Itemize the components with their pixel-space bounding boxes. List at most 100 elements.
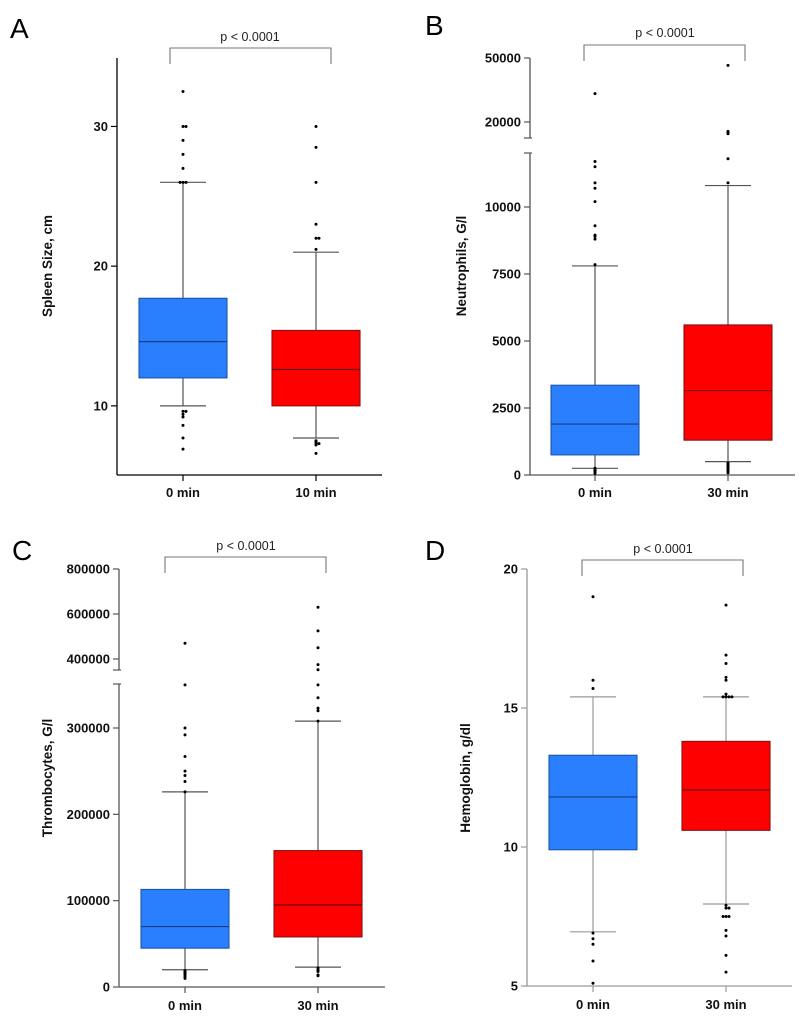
- outlier-point: [181, 138, 185, 142]
- outlier-point: [726, 157, 730, 161]
- box-10-min: [271, 329, 361, 407]
- outlier-point: [593, 263, 597, 267]
- y-tick-label: 2500: [492, 401, 521, 416]
- outlier-point: [314, 124, 318, 128]
- box-0-min: [138, 297, 228, 379]
- outlier-point: [593, 237, 597, 241]
- outlier-point: [183, 641, 187, 645]
- panel-b: B Neutrophils, G/l p < 0.0001 0 2500 5000 7…: [425, 10, 795, 500]
- significance-bracket: [581, 559, 744, 576]
- outlier-point: [314, 443, 318, 447]
- outlier-point: [181, 412, 185, 416]
- significance-bracket: [164, 556, 327, 573]
- outlier-point: [184, 180, 188, 184]
- outlier-point: [316, 605, 320, 609]
- outlier-point: [316, 668, 320, 672]
- outlier-point: [316, 696, 320, 700]
- outlier-point: [183, 780, 187, 784]
- plot-area-d: 5 10 15 20 0 min 30 min: [504, 559, 792, 1012]
- x-tick-label: 0 min: [576, 997, 610, 1012]
- y-tick-label: 10: [504, 840, 518, 855]
- plot-area-b: 0 2500 5000 7500 10000 20000 50000 0 min 30 min: [485, 44, 795, 500]
- y-tick-label: 800000: [67, 562, 110, 577]
- outlier-point: [726, 181, 730, 185]
- significance-bracket: [583, 44, 746, 61]
- outlier-point: [593, 165, 597, 169]
- x-tick-label: 10 min: [295, 485, 336, 500]
- outlier-point: [316, 663, 320, 667]
- outlier-point: [181, 436, 185, 440]
- y-tick-label: 200000: [67, 807, 110, 822]
- significance-label-d: p < 0.0001: [633, 542, 692, 556]
- panel-d: D Hemoglobin, g/dl p < 0.0001 5 10 15 20 0 m…: [425, 535, 792, 1012]
- outlier-point: [183, 726, 187, 730]
- y-tick-label: 10000: [485, 200, 521, 215]
- outlier-point: [183, 773, 187, 777]
- y-tick-label: 600000: [67, 607, 110, 622]
- box-30-min: [273, 850, 363, 938]
- outlier-point: [724, 928, 728, 932]
- y-tick-label: 0: [103, 980, 110, 995]
- outlier-point: [316, 629, 320, 633]
- y-tick-label: 5: [511, 979, 518, 994]
- outlier-point: [314, 145, 318, 149]
- outlier-point: [724, 692, 728, 696]
- y-tick-label: 20000: [485, 115, 521, 130]
- outlier-point: [724, 970, 728, 974]
- significance-label-a: p < 0.0001: [220, 30, 279, 44]
- outlier-point: [724, 678, 728, 682]
- y-tick-label: 20: [94, 259, 108, 274]
- y-axis-title-b: Neutrophils, G/l: [454, 216, 469, 317]
- outlier-point: [314, 236, 318, 240]
- plot-area-a: 10 20 30 0 min 10 min: [94, 47, 382, 500]
- outlier-point: [591, 687, 595, 691]
- outlier-point: [591, 981, 595, 985]
- outlier-point: [184, 409, 188, 413]
- x-tick-label: 30 min: [297, 998, 338, 1013]
- x-tick-label: 0 min: [166, 485, 200, 500]
- x-tick-label: 0 min: [168, 998, 202, 1013]
- outlier-point: [724, 662, 728, 666]
- panel-c: C Thrombocytes, G/l p < 0.0001 0 100000 20…: [12, 535, 385, 1013]
- y-tick-label: 30: [94, 119, 108, 134]
- outlier-point: [727, 906, 731, 910]
- y-tick-label: 5000: [492, 334, 521, 349]
- outlier-point: [591, 937, 595, 941]
- outlier-point: [591, 595, 595, 599]
- outlier-point: [593, 200, 597, 204]
- outlier-point: [593, 186, 597, 190]
- outlier-point: [591, 931, 595, 935]
- y-tick-label: 10: [94, 398, 108, 413]
- outlier-point: [181, 447, 185, 451]
- outlier-point: [183, 754, 187, 758]
- outlier-point: [724, 695, 728, 699]
- box-30-min: [683, 324, 773, 441]
- y-tick-label: 0: [514, 468, 521, 483]
- outlier-point: [724, 906, 728, 910]
- plot-area-c: 0 100000 200000 300000 400000 600000 800000 0 m…: [67, 556, 385, 1013]
- outlier-point: [181, 166, 185, 170]
- y-tick-label: 7500: [492, 267, 521, 282]
- significance-bracket: [169, 47, 332, 64]
- outlier-point: [724, 903, 728, 907]
- y-axis-title-d: Hemoglobin, g/dl: [458, 723, 473, 833]
- panel-letter-a: A: [10, 13, 29, 44]
- outlier-point: [314, 451, 318, 455]
- outlier-point: [316, 969, 320, 973]
- box-0-min: [550, 384, 640, 456]
- outlier-point: [730, 695, 734, 699]
- outlier-point: [593, 159, 597, 163]
- x-tick-label: 0 min: [578, 485, 612, 500]
- outlier-point: [183, 733, 187, 737]
- outlier-point: [591, 678, 595, 682]
- outlier-point: [593, 92, 597, 96]
- outlier-point: [314, 247, 318, 251]
- y-tick-label: 100000: [67, 893, 110, 908]
- outlier-point: [181, 409, 185, 413]
- outlier-point: [181, 90, 185, 94]
- outlier-point: [181, 124, 185, 128]
- outlier-point: [721, 695, 725, 699]
- outlier-point: [316, 719, 320, 723]
- x-tick-label: 30 min: [707, 485, 748, 500]
